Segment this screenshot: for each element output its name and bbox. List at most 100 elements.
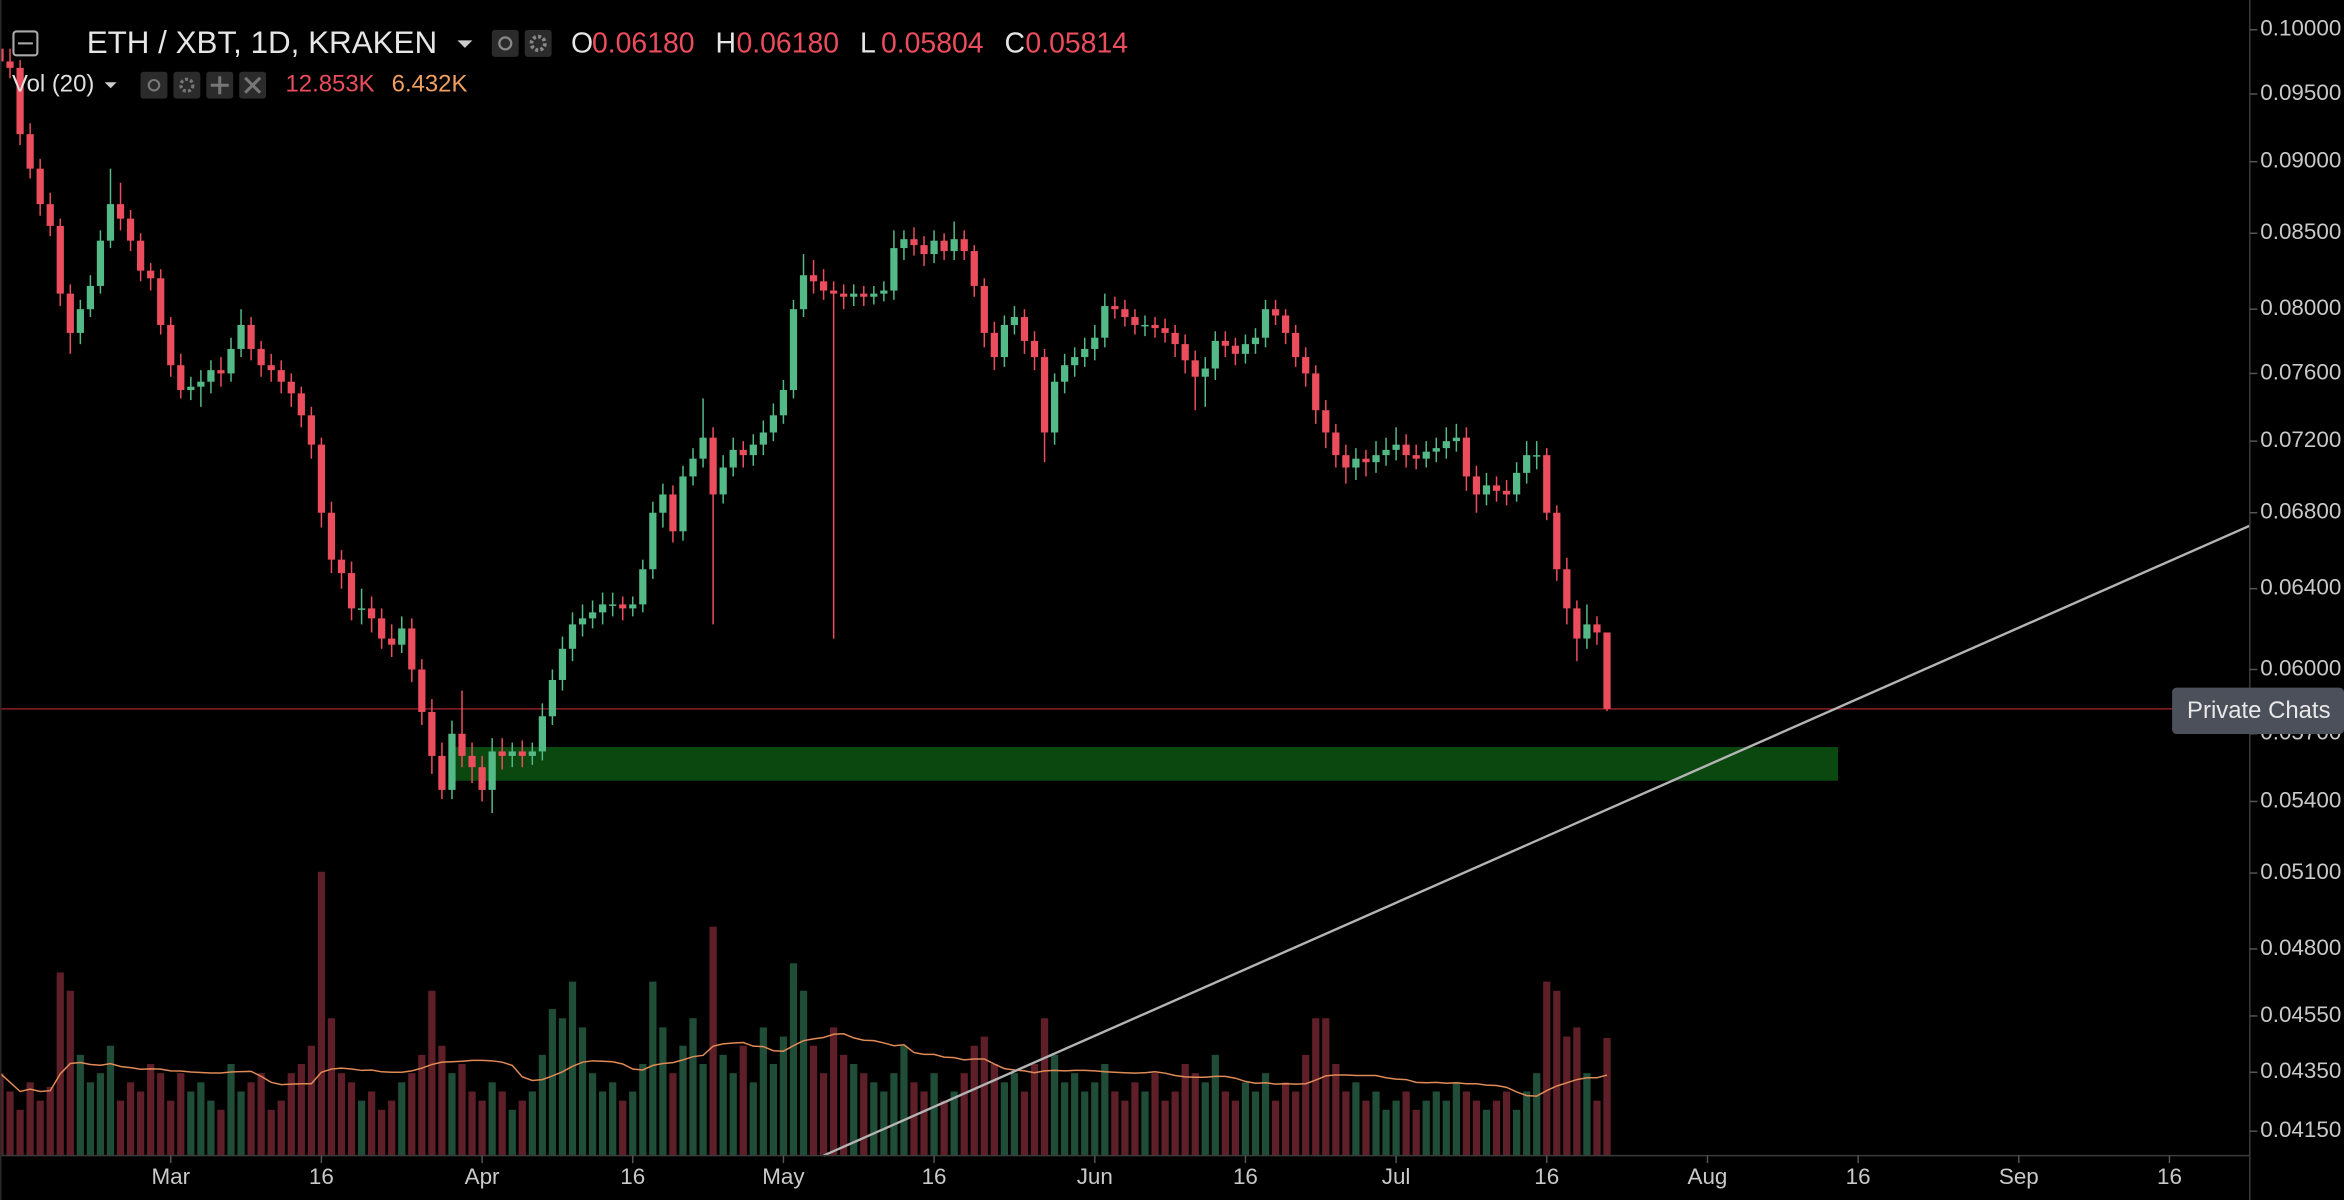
volume-bar <box>1362 1100 1370 1156</box>
y-tick-label: 0.07200 <box>2260 427 2341 452</box>
volume-bar <box>1101 1064 1109 1156</box>
volume-bar <box>840 1054 848 1156</box>
candle-body <box>1362 458 1370 463</box>
candle-body <box>26 134 34 169</box>
volume-bar <box>1211 1054 1219 1156</box>
volume-bar <box>1141 1091 1149 1156</box>
y-tick-label: 0.04550 <box>2260 1002 2341 1027</box>
candle-body <box>167 324 175 366</box>
dropdown-caret[interactable] <box>457 40 473 48</box>
volume-study-label[interactable]: Vol (20) <box>12 71 94 98</box>
candle-body <box>588 612 597 619</box>
volume-bar <box>950 1091 958 1156</box>
candle-body <box>1211 340 1219 369</box>
candle-body <box>307 415 315 445</box>
volume-bar <box>1050 1054 1059 1156</box>
volume-bar <box>1221 1091 1229 1156</box>
volume-bar <box>1261 1073 1270 1156</box>
candle-body <box>207 370 215 382</box>
volume-bar <box>679 1045 687 1156</box>
x-tick-label: Mar <box>151 1164 190 1189</box>
volume-bar <box>488 1082 496 1156</box>
x-tick-label: 16 <box>309 1164 334 1189</box>
volume-bar <box>16 1109 24 1156</box>
volume-bar <box>1492 1100 1501 1156</box>
volume-bar <box>1422 1100 1430 1156</box>
candle-body <box>498 751 506 756</box>
volume-bar <box>1583 1073 1591 1156</box>
candle-body <box>418 669 426 712</box>
candle-body <box>1081 348 1089 358</box>
volume-bar <box>910 1082 918 1156</box>
eye-icon[interactable] <box>140 71 168 99</box>
candle-body <box>6 61 14 68</box>
candle-body <box>1020 317 1029 341</box>
volume-bar <box>76 1054 84 1156</box>
button-background[interactable] <box>2172 687 2344 735</box>
volume-bar <box>1563 1036 1571 1156</box>
private-chats-button[interactable]: Private Chats <box>2172 687 2344 735</box>
candle-body <box>1332 432 1340 456</box>
volume-bar <box>1111 1091 1119 1156</box>
candle-body <box>1131 317 1139 325</box>
volume-bar <box>1251 1091 1260 1156</box>
candle-body <box>789 309 798 391</box>
symbol-title[interactable]: ETH / XBT, 1D, KRAKEN <box>87 25 437 60</box>
volume-bar <box>1402 1091 1410 1156</box>
volume-bar <box>830 1027 838 1156</box>
settings-icon-glyph <box>179 77 195 93</box>
ohlc-key: H <box>716 27 737 59</box>
volume-bar <box>1181 1064 1189 1156</box>
volume-bar <box>759 1027 767 1156</box>
volume-bar <box>900 1045 908 1156</box>
candle-body <box>860 293 868 297</box>
volume-bar <box>709 926 717 1156</box>
candle-body <box>1050 381 1059 433</box>
plot-area <box>0 39 2251 1157</box>
eye-icon[interactable] <box>491 29 519 57</box>
volume-bar <box>287 1073 295 1156</box>
candle-body <box>1091 337 1099 349</box>
candle-body <box>639 569 647 605</box>
dropdown-caret[interactable] <box>104 82 117 89</box>
volume-bar <box>1533 1073 1541 1156</box>
volume-value: 12.853K <box>286 71 375 98</box>
candle-body <box>870 293 878 297</box>
volume-bar <box>970 1045 978 1156</box>
candle-body <box>1573 608 1581 639</box>
volume-bar <box>136 1091 145 1156</box>
candle-body <box>1523 455 1531 473</box>
candle-body <box>16 67 24 135</box>
volume-header: Vol (20) 12.853K 6.432K <box>12 71 467 99</box>
settings-icon[interactable] <box>173 71 201 99</box>
volume-bar <box>368 1091 376 1156</box>
candle-body <box>1181 344 1189 361</box>
volume-bar <box>850 1064 858 1156</box>
volume-bar <box>930 1073 938 1156</box>
volume-bar <box>1462 1091 1471 1156</box>
volume-bar <box>1040 1018 1049 1156</box>
volume-bar <box>448 1073 456 1156</box>
candle-body <box>1271 309 1280 316</box>
volume-bar <box>1382 1109 1390 1156</box>
settings-icon[interactable] <box>524 29 552 57</box>
y-tick-label: 0.05100 <box>2260 859 2341 884</box>
candle-body <box>1000 324 1009 358</box>
volume-bar <box>1281 1082 1290 1156</box>
symbol-header: ETH / XBT, 1D, KRAKEN O0.06180 H 0.06180 L 0… <box>12 25 1128 60</box>
candle-body <box>157 278 165 325</box>
volume-bar <box>337 1073 346 1156</box>
volume-bar <box>56 972 64 1156</box>
candle-body <box>247 324 255 349</box>
candle-body <box>578 618 587 625</box>
volume-bar <box>1151 1073 1159 1156</box>
candle-body <box>619 604 627 609</box>
volume-bar <box>1312 1018 1320 1156</box>
volume-bar <box>257 1073 265 1156</box>
collapse-icon[interactable] <box>12 30 39 57</box>
candle-body <box>1452 437 1460 442</box>
button-label[interactable]: Private Chats <box>2187 697 2331 724</box>
candle-body <box>890 248 898 291</box>
ohlc-value: 0.05804 <box>881 27 984 59</box>
